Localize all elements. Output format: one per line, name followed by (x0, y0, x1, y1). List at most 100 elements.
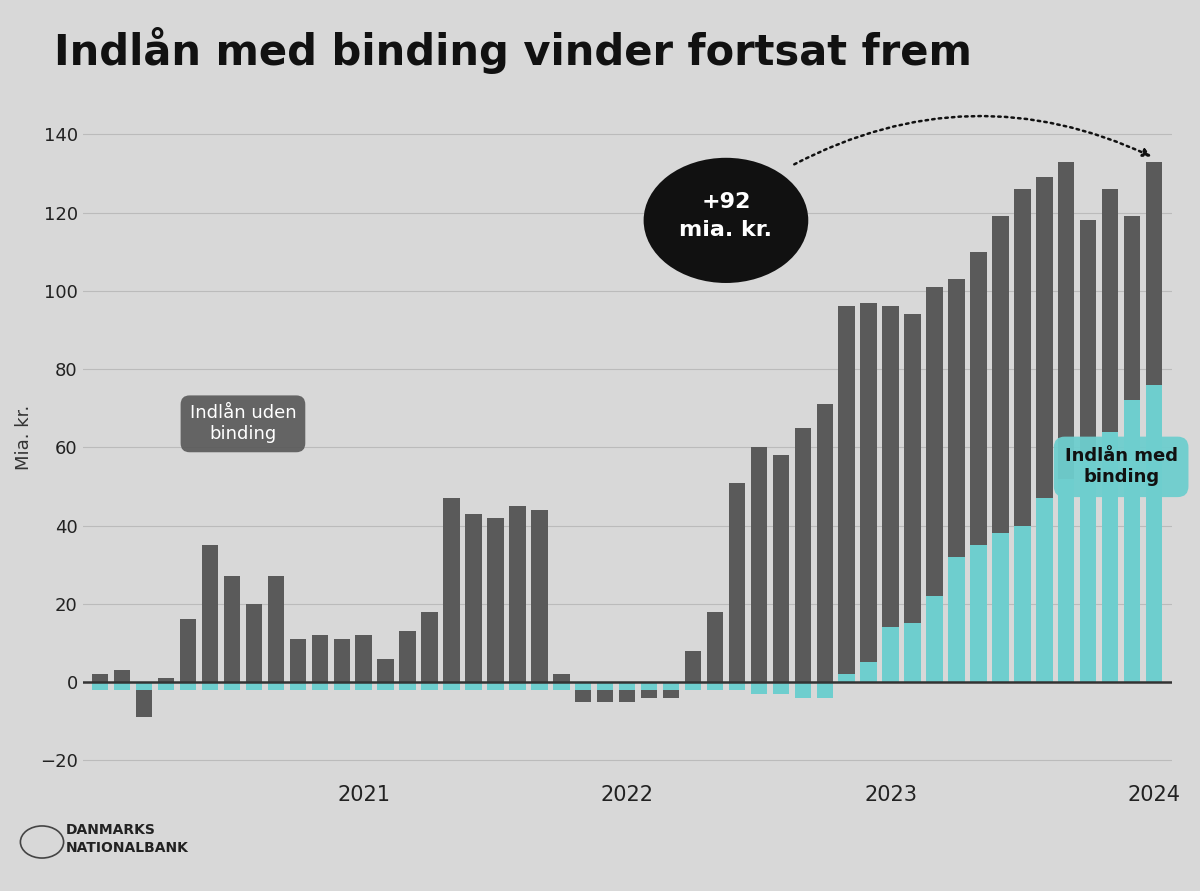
Bar (1036, 498, 1052, 682)
Bar (532, 682, 547, 690)
Bar (596, 682, 613, 701)
Bar (575, 682, 592, 701)
Bar (926, 596, 943, 682)
Bar (223, 576, 240, 682)
Bar (268, 576, 284, 682)
Bar (839, 674, 854, 682)
Bar (92, 674, 108, 682)
Bar (596, 682, 613, 690)
Bar (268, 682, 284, 690)
Bar (1014, 526, 1031, 682)
Bar (1146, 161, 1163, 682)
Bar (355, 682, 372, 690)
Bar (794, 682, 811, 698)
Bar (246, 682, 262, 690)
Bar (158, 682, 174, 690)
Bar (882, 627, 899, 682)
Bar (1102, 189, 1118, 682)
Bar (905, 624, 920, 682)
Bar (1058, 161, 1074, 682)
Bar (816, 682, 833, 698)
Bar (509, 682, 526, 690)
Bar (114, 682, 131, 690)
Ellipse shape (643, 158, 809, 283)
Text: Indlån med
binding: Indlån med binding (1064, 447, 1177, 486)
Bar (992, 217, 1009, 682)
Bar (355, 635, 372, 682)
Bar (180, 619, 197, 682)
Bar (223, 682, 240, 690)
Bar (1124, 217, 1140, 682)
Bar (728, 483, 745, 682)
Bar (751, 447, 767, 682)
Bar (575, 682, 592, 690)
Bar (180, 682, 197, 690)
Bar (707, 611, 724, 682)
Bar (509, 506, 526, 682)
Bar (136, 682, 152, 690)
Bar (466, 514, 481, 682)
Bar (970, 251, 986, 682)
Bar (619, 682, 635, 690)
Bar (1080, 455, 1097, 682)
Bar (334, 682, 350, 690)
Bar (1036, 177, 1052, 682)
Bar (421, 682, 438, 690)
Bar (158, 678, 174, 682)
Bar (378, 682, 394, 690)
Bar (289, 682, 306, 690)
Bar (312, 635, 328, 682)
Bar (312, 682, 328, 690)
Bar (92, 682, 108, 690)
Bar (685, 682, 701, 690)
Bar (641, 682, 658, 690)
Bar (114, 670, 131, 682)
Bar (662, 682, 679, 690)
Text: Indlån med binding vinder fortsat frem: Indlån med binding vinder fortsat frem (54, 27, 972, 74)
Bar (487, 518, 504, 682)
Bar (378, 658, 394, 682)
Text: DANMARKS
NATIONALBANK: DANMARKS NATIONALBANK (66, 823, 188, 855)
Bar (532, 510, 547, 682)
Bar (860, 663, 877, 682)
Bar (202, 682, 218, 690)
Bar (662, 682, 679, 698)
Bar (773, 455, 790, 682)
Bar (685, 650, 701, 682)
Bar (1124, 400, 1140, 682)
Bar (970, 545, 986, 682)
Bar (926, 287, 943, 682)
Bar (1146, 385, 1163, 682)
Bar (1014, 189, 1031, 682)
Bar (202, 545, 218, 682)
Bar (553, 674, 570, 682)
Bar (443, 498, 460, 682)
Bar (773, 682, 790, 694)
Bar (136, 682, 152, 717)
Bar (334, 639, 350, 682)
Bar (619, 682, 635, 701)
Bar (421, 611, 438, 682)
Bar (1080, 220, 1097, 682)
Bar (882, 307, 899, 682)
Bar (728, 682, 745, 690)
Bar (246, 604, 262, 682)
Bar (839, 307, 854, 682)
Text: Indlån uden
binding: Indlån uden binding (190, 405, 296, 443)
Bar (992, 534, 1009, 682)
Bar (707, 682, 724, 690)
Bar (948, 279, 965, 682)
Bar (487, 682, 504, 690)
Y-axis label: Mia. kr.: Mia. kr. (14, 405, 32, 470)
Bar (794, 428, 811, 682)
Bar (641, 682, 658, 698)
Bar (816, 405, 833, 682)
Bar (905, 315, 920, 682)
Bar (466, 682, 481, 690)
Bar (948, 557, 965, 682)
Bar (400, 682, 416, 690)
Bar (443, 682, 460, 690)
Bar (289, 639, 306, 682)
Bar (1058, 478, 1074, 682)
Bar (553, 682, 570, 690)
